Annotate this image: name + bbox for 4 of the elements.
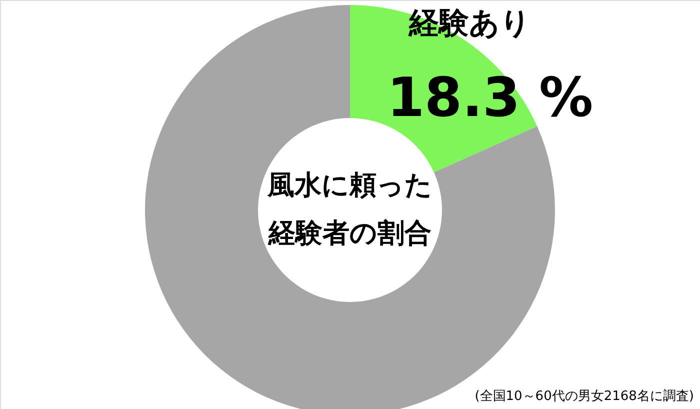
data-label: 18.3 % bbox=[386, 66, 594, 129]
slice-label: 経験あり bbox=[408, 6, 531, 41]
text: 風水に頼った経験者の割合 bbox=[266, 170, 432, 249]
text: (全国10～60代の男女2168名に調査) bbox=[474, 389, 694, 404]
